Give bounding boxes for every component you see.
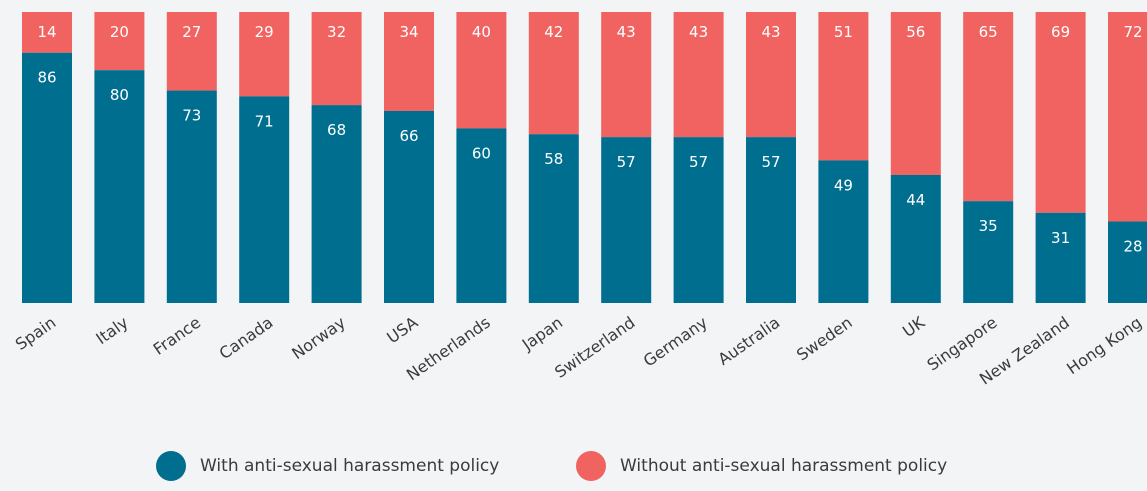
category-label-canada: Canada [216, 313, 277, 363]
value-label-without-policy-new-zealand: 69 [1051, 23, 1070, 41]
value-labels-layer: 14 86 20 80 27 73 29 71 32 68 34 66 40 60 42 58 43 57 43 57… [37, 23, 1142, 256]
value-label-without-policy-germany: 43 [689, 23, 708, 41]
value-label-with-policy-sweden: 49 [834, 176, 853, 194]
legend: With anti-sexual harassment policy Witho… [0, 451, 1147, 481]
category-label-spain: Spain [12, 313, 60, 354]
value-label-without-policy-australia: 43 [761, 23, 780, 41]
bar-with-policy-germany [673, 137, 724, 303]
bar-with-policy-switzerland [601, 137, 652, 303]
value-label-with-policy-canada: 71 [255, 112, 274, 130]
bar-without-policy-norway [311, 12, 362, 106]
category-label-hong-kong: Hong Kong [1063, 313, 1145, 378]
category-labels-layer: Spain Italy France Canada Norway USANetherlan… [12, 312, 1146, 388]
value-label-without-policy-singapore: 65 [979, 23, 998, 41]
value-label-without-policy-uk: 56 [906, 23, 925, 41]
bar-with-policy-canada [239, 96, 290, 303]
value-label-with-policy-uk: 44 [906, 191, 925, 209]
bar-with-policy-usa [384, 110, 434, 303]
bar-without-policy-usa [384, 12, 434, 111]
legend-swatch-without-policy [576, 451, 606, 481]
value-label-with-policy-france: 73 [182, 107, 201, 125]
bar-without-policy-singapore [963, 12, 1014, 202]
value-label-with-policy-netherlands: 60 [472, 144, 491, 162]
bar-without-policy-canada [239, 12, 290, 97]
legend-label-without-policy: Without anti-sexual harassment policy [620, 456, 948, 476]
category-label-france: France [150, 313, 204, 359]
legend-swatch-with-policy [156, 451, 186, 481]
value-label-without-policy-france: 27 [182, 23, 201, 41]
bar-without-policy-france [166, 12, 217, 91]
bar-with-policy-singapore [963, 201, 1014, 303]
category-label-norway: Norway [288, 313, 349, 363]
bar-with-policy-france [166, 90, 217, 303]
value-label-without-policy-hong-kong: 72 [1123, 23, 1142, 41]
value-label-with-policy-new-zealand: 31 [1051, 229, 1070, 247]
bar-with-policy-hong-kong [1108, 221, 1147, 303]
value-label-without-policy-netherlands: 40 [472, 23, 491, 41]
bar-without-policy-australia [746, 12, 796, 138]
value-label-without-policy-switzerland: 43 [617, 23, 636, 41]
bar-without-policy-new-zealand [1035, 12, 1086, 213]
value-label-without-policy-norway: 32 [327, 23, 346, 41]
bar-without-policy-switzerland [601, 12, 652, 138]
bar-without-policy-japan [528, 12, 579, 135]
bar-without-policy-italy [94, 12, 145, 71]
bar-with-policy-norway [311, 105, 362, 304]
value-label-with-policy-hong-kong: 28 [1123, 238, 1142, 256]
value-label-without-policy-japan: 42 [544, 23, 563, 41]
value-label-with-policy-norway: 68 [327, 121, 346, 139]
bar-with-policy-australia [746, 137, 796, 303]
bar-without-policy-hong-kong [1108, 12, 1147, 222]
value-label-with-policy-singapore: 35 [979, 217, 998, 235]
value-label-without-policy-usa: 34 [399, 23, 418, 41]
bar-without-policy-spain [22, 12, 72, 53]
legend-item-with-policy: With anti-sexual harassment policy [156, 451, 500, 481]
bar-without-policy-uk [890, 12, 941, 175]
value-label-with-policy-germany: 57 [689, 153, 708, 171]
value-label-without-policy-canada: 29 [255, 23, 274, 41]
value-label-without-policy-spain: 14 [37, 23, 56, 41]
category-label-australia: Australia [714, 313, 783, 369]
bars-layer [22, 12, 1147, 304]
value-label-without-policy-italy: 20 [110, 23, 129, 41]
category-label-sweden: Sweden [793, 313, 856, 365]
legend-label-with-policy: With anti-sexual harassment policy [200, 456, 500, 476]
value-label-with-policy-australia: 57 [761, 153, 780, 171]
value-label-with-policy-usa: 66 [399, 127, 418, 145]
bar-without-policy-sweden [818, 12, 869, 161]
value-label-with-policy-japan: 58 [544, 150, 563, 168]
value-label-with-policy-italy: 80 [110, 86, 129, 104]
bar-with-policy-italy [94, 70, 145, 303]
category-label-usa: USA [383, 313, 421, 348]
category-label-japan: Japan [518, 313, 566, 355]
bar-with-policy-uk [890, 174, 941, 303]
value-label-without-policy-sweden: 51 [834, 23, 853, 41]
bar-with-policy-netherlands [456, 128, 507, 303]
stacked-bar-chart: 14 86 20 80 27 73 29 71 32 68 34 66 40 60 42 58 43 57 43 57… [12, 12, 1147, 389]
value-label-with-policy-spain: 86 [37, 69, 56, 87]
category-label-germany: Germany [640, 313, 711, 371]
category-label-uk: UK [899, 312, 929, 341]
value-label-with-policy-switzerland: 57 [617, 153, 636, 171]
bar-with-policy-japan [528, 134, 579, 303]
legend-item-without-policy: Without anti-sexual harassment policy [576, 451, 948, 481]
bar-with-policy-sweden [818, 160, 869, 303]
bar-with-policy-new-zealand [1035, 212, 1086, 303]
bar-without-policy-germany [673, 12, 724, 138]
category-label-switzerland: Switzerland [551, 313, 638, 382]
category-label-italy: Italy [92, 313, 131, 348]
bar-without-policy-netherlands [456, 12, 507, 129]
bar-with-policy-spain [22, 52, 72, 303]
